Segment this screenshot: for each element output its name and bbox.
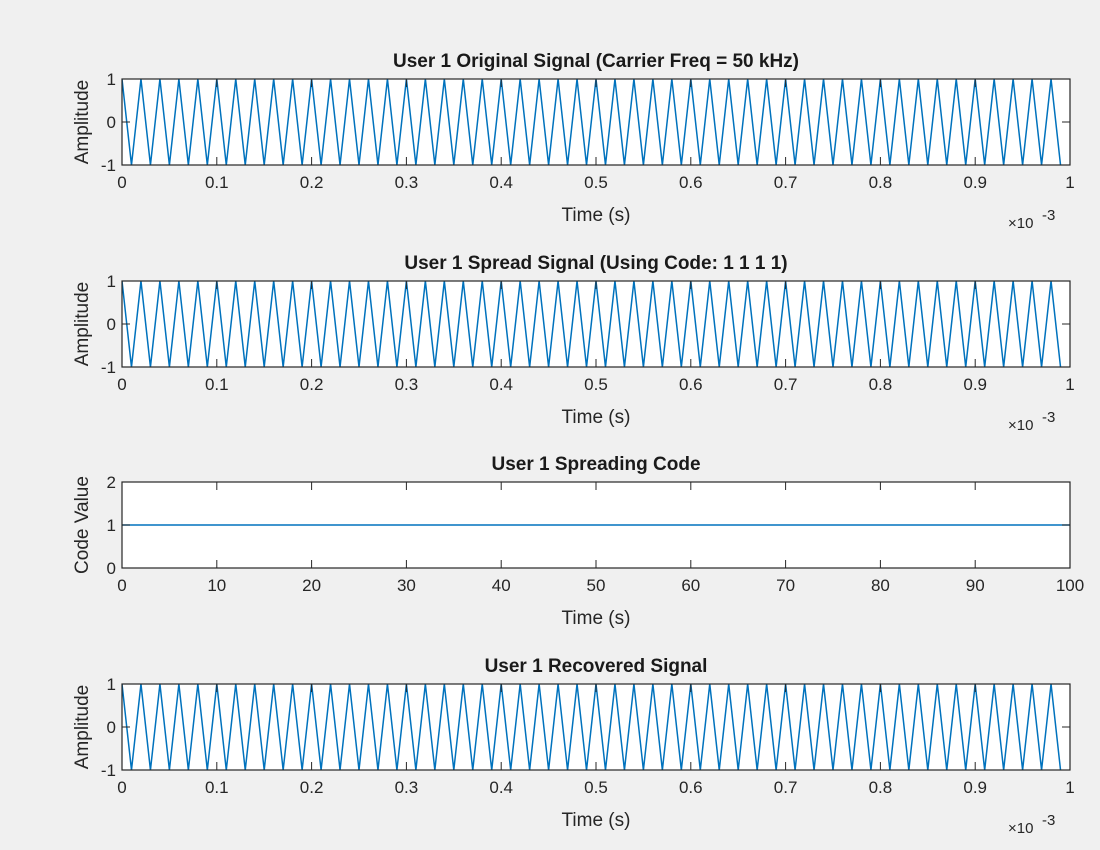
x-tick-label: 0.3	[395, 375, 419, 394]
x-tick-label: 0.7	[774, 778, 798, 797]
chart-title: User 1 Spreading Code	[491, 454, 700, 475]
chart-title: User 1 Spread Signal (Using Code: 1 1 1 …	[404, 253, 787, 274]
x-tick-label: 70	[776, 576, 795, 595]
x-tick-label: 0	[117, 173, 126, 192]
x-tick-label: 20	[302, 576, 321, 595]
y-tick-label: 1	[107, 675, 116, 694]
x-tick-label: 60	[681, 576, 700, 595]
plot-area	[122, 684, 1070, 770]
x-exponent-base: ×10	[1008, 820, 1033, 837]
x-tick-label: 0	[117, 576, 126, 595]
x-tick-label: 0.3	[395, 173, 419, 192]
chart-title: User 1 Recovered Signal	[485, 656, 708, 677]
y-tick-label: 0	[107, 559, 116, 578]
x-tick-label: 40	[492, 576, 511, 595]
x-tick-label: 0.5	[584, 173, 608, 192]
x-tick-label: 50	[587, 576, 606, 595]
x-exponent-base: ×10	[1008, 417, 1033, 434]
x-tick-label: 0.7	[774, 173, 798, 192]
x-tick-label: 0.7	[774, 375, 798, 394]
y-tick-label: 2	[107, 473, 116, 492]
series-line-1	[122, 281, 1062, 367]
y-axis-label: Code Value	[72, 476, 93, 574]
x-tick-label: 80	[871, 576, 890, 595]
axes-box	[121, 481, 1071, 569]
x-tick-label: 30	[397, 576, 416, 595]
x-exponent-power: -3	[1042, 812, 1055, 829]
x-tick-label: 0.1	[205, 778, 229, 797]
y-axis-label: Amplitude	[72, 685, 93, 770]
x-tick-label: 0	[117, 375, 126, 394]
y-tick-label: 0	[107, 315, 116, 334]
x-tick-label: 0.4	[489, 375, 513, 394]
x-tick-label: 0.4	[489, 778, 513, 797]
chart-title: User 1 Original Signal (Carrier Freq = 5…	[393, 51, 799, 72]
x-tick-label: 0.2	[300, 375, 324, 394]
y-tick-label: 1	[107, 272, 116, 291]
x-tick-label: 1	[1065, 173, 1074, 192]
x-tick-label: 1	[1065, 375, 1074, 394]
x-axis-label: Time (s)	[562, 810, 631, 831]
y-axis-label: Amplitude	[72, 80, 93, 165]
x-tick-label: 0	[117, 778, 126, 797]
x-tick-label: 0.8	[869, 375, 893, 394]
plot-area	[122, 281, 1070, 367]
series-line-1	[122, 79, 1062, 165]
y-tick-label: 0	[107, 113, 116, 132]
axes-box	[121, 280, 1071, 368]
y-axis-label: Amplitude	[72, 282, 93, 367]
x-tick-label: 0.9	[963, 778, 987, 797]
x-axis-label: Time (s)	[562, 407, 631, 428]
x-tick-label: 0.1	[205, 173, 229, 192]
y-tick-label: -1	[101, 761, 116, 780]
x-tick-label: 0.8	[869, 173, 893, 192]
x-tick-label: 0.2	[300, 173, 324, 192]
x-tick-label: 0.5	[584, 778, 608, 797]
x-tick-label: 0.1	[205, 375, 229, 394]
axes-box	[121, 78, 1071, 166]
x-exponent-power: -3	[1042, 207, 1055, 224]
x-tick-label: 0.6	[679, 173, 703, 192]
x-tick-label: 0.8	[869, 778, 893, 797]
plot-area	[122, 79, 1070, 165]
x-tick-label: 0.4	[489, 173, 513, 192]
axes-box	[121, 683, 1071, 771]
y-tick-label: 1	[107, 516, 116, 535]
x-tick-label: 0.3	[395, 778, 419, 797]
x-tick-label: 0.9	[963, 173, 987, 192]
x-tick-label: 0.5	[584, 375, 608, 394]
y-tick-label: 1	[107, 70, 116, 89]
series-line-1	[122, 684, 1062, 770]
x-tick-label: 0.6	[679, 778, 703, 797]
x-axis-label: Time (s)	[562, 608, 631, 629]
x-tick-label: 90	[966, 576, 985, 595]
y-tick-label: 0	[107, 718, 116, 737]
y-tick-label: -1	[101, 156, 116, 175]
x-tick-label: 10	[207, 576, 226, 595]
subplot-3: 0 10 20 30 40 50 60 70 80 90 100 0 1 2 User 1 Spreadin…	[72, 454, 1084, 629]
x-exponent-power: -3	[1042, 409, 1055, 426]
x-tick-label: 0.2	[300, 778, 324, 797]
x-tick-label: 0.6	[679, 375, 703, 394]
x-exponent-base: ×10	[1008, 215, 1033, 232]
x-tick-label: 100	[1056, 576, 1084, 595]
x-tick-label: 1	[1065, 778, 1074, 797]
x-axis-label: Time (s)	[562, 205, 631, 226]
x-tick-label: 0.9	[963, 375, 987, 394]
y-tick-label: -1	[101, 358, 116, 377]
